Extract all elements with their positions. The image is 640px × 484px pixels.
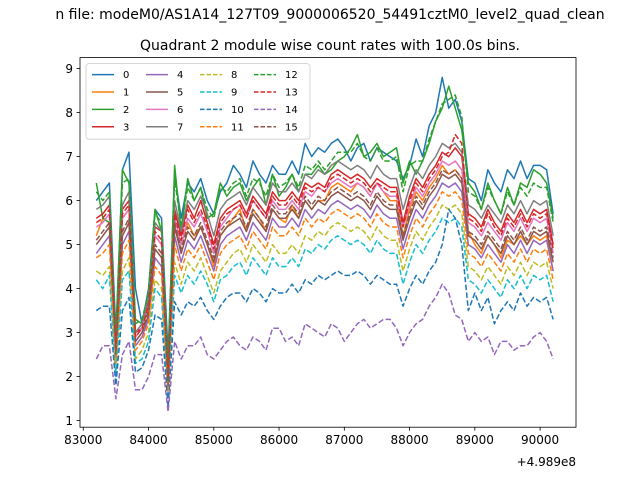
y-tick-label-1: 1 xyxy=(65,414,73,428)
legend-label-4: 4 xyxy=(177,70,183,81)
y-tick-label-8: 8 xyxy=(65,106,73,120)
y-tick-label-6: 6 xyxy=(65,194,73,208)
legend-label-11: 11 xyxy=(231,122,244,133)
legend-label-1: 1 xyxy=(123,88,129,99)
legend-label-6: 6 xyxy=(177,105,183,116)
x-tick-label-86000: 86000 xyxy=(260,433,298,447)
legend-label-7: 7 xyxy=(177,122,183,133)
chart-title: Quadrant 2 module wise count rates with … xyxy=(140,38,520,54)
y-tick-label-7: 7 xyxy=(65,150,73,164)
series-line-12 xyxy=(95,94,554,373)
legend-label-10: 10 xyxy=(231,105,244,116)
x-tick-label-87000: 87000 xyxy=(325,433,363,447)
x-tick-label-90000: 90000 xyxy=(521,433,559,447)
axes-layer: 83000 84000 85000 86000 87000 88000 89000 90000… xyxy=(64,57,577,447)
legend-label-8: 8 xyxy=(231,70,237,81)
x-tick-label-88000: 88000 xyxy=(390,433,428,447)
y-tick-label-4: 4 xyxy=(65,282,73,296)
legend-label-14: 14 xyxy=(285,105,298,116)
y-tick-label-3: 3 xyxy=(65,326,73,340)
x-offset-label: +4.989e8 xyxy=(517,455,576,469)
legend-label-5: 5 xyxy=(177,88,183,99)
legend-label-15: 15 xyxy=(285,122,298,133)
legend-label-12: 12 xyxy=(285,70,298,81)
axes-frame xyxy=(79,57,577,428)
legend-label-9: 9 xyxy=(231,88,237,99)
x-tick-label-83000: 83000 xyxy=(64,433,102,447)
y-tick-label-2: 2 xyxy=(65,370,73,384)
y-tick-label-5: 5 xyxy=(65,238,73,252)
legend-box xyxy=(85,63,311,140)
series-line-9 xyxy=(95,217,554,400)
x-tick-label-84000: 84000 xyxy=(129,433,167,447)
legend-label-3: 3 xyxy=(123,122,129,133)
series-line-15 xyxy=(95,169,554,387)
x-tick-label-85000: 85000 xyxy=(195,433,233,447)
legend-label-2: 2 xyxy=(123,105,129,116)
series-line-10 xyxy=(95,208,554,409)
x-tick-label-89000: 89000 xyxy=(456,433,494,447)
legend-label-0: 0 xyxy=(123,70,129,81)
series-layer xyxy=(95,76,554,413)
figure-suptitle: n file: modeM0/AS1A14_127T09_9000006520_… xyxy=(55,7,604,23)
series-line-13 xyxy=(95,133,554,382)
series-line-8 xyxy=(95,204,554,395)
y-tick-label-9: 9 xyxy=(65,62,73,76)
legend-label-13: 13 xyxy=(285,88,298,99)
